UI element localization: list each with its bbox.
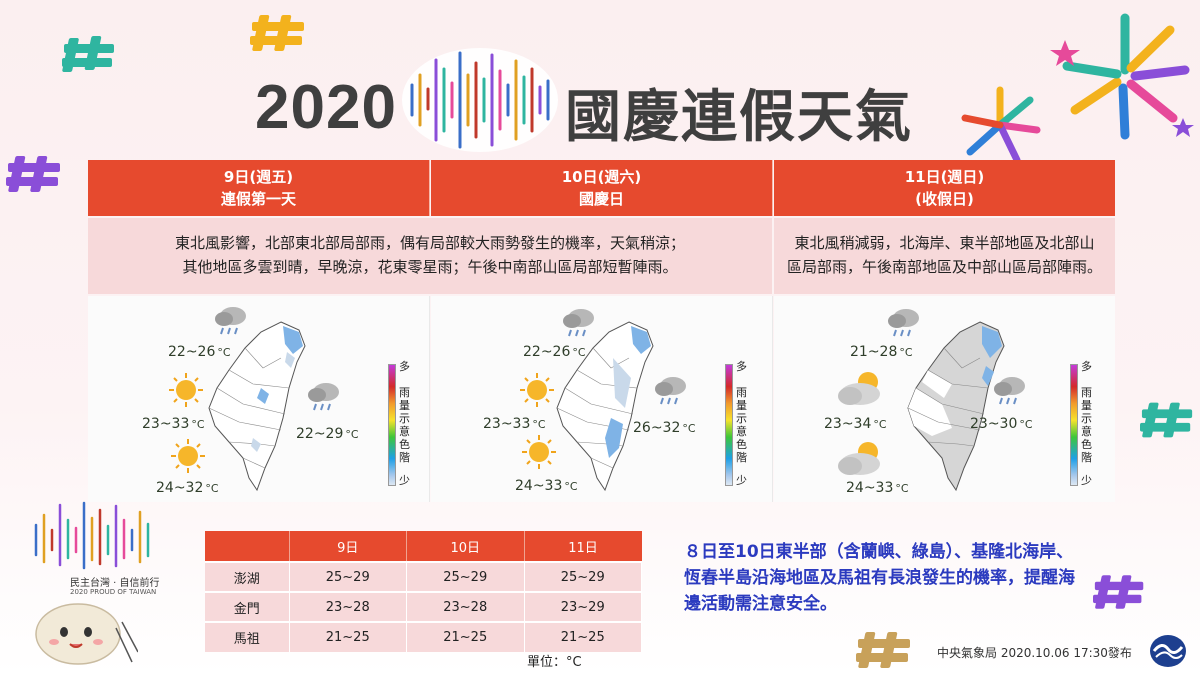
temp-north: 21~28 °C <box>850 344 913 360</box>
temp-cell: 21~25 <box>524 621 642 652</box>
table-header-cell: 11日 <box>524 531 642 562</box>
temp-cell: 23~28 <box>406 591 525 622</box>
temp-cell: 25~29 <box>289 561 407 592</box>
legend-top: 多 <box>1081 360 1092 373</box>
table-header-cell <box>205 531 290 562</box>
legend-bottom: 少 <box>736 474 747 487</box>
description-day1-2: 東北風影響，北部東北部局部雨，偶有局部較大雨勢發生的機率，天氣稍涼； 其他地區多… <box>88 218 772 294</box>
cloud-rain-icon <box>655 377 686 405</box>
firework-icon <box>961 86 1041 164</box>
rain-legend-bar <box>1070 364 1078 486</box>
hash-decoration-icon <box>6 156 60 192</box>
temp-central: 23~33 °C <box>142 416 205 432</box>
day-header-1: 9日(週五) 連假第一天 <box>88 160 430 216</box>
temp-south: 24~32 °C <box>156 480 219 496</box>
cloud-rain-icon <box>563 309 594 337</box>
partly-cloudy-icon <box>838 372 880 405</box>
title-year: 2020 <box>255 73 397 142</box>
taiwan-map-icon <box>556 321 654 492</box>
temp-east: 22~29 °C <box>296 426 359 442</box>
mascot-badge: 民主台灣 · 自信前行 2020 PROUD OF TAIWAN <box>8 500 188 670</box>
hash-decoration-icon <box>250 15 304 51</box>
bars-logo-icon <box>402 48 558 152</box>
temp-east: 26~32 °C <box>633 420 696 436</box>
temp-south: 24~33 °C <box>515 478 578 494</box>
description-line: 區局部雨，午後南部地區及中部山區局部陣雨。 <box>786 258 1102 276</box>
rain-legend-bar <box>725 364 733 486</box>
table-row: 金門 23~28 23~28 23~29 <box>205 591 642 622</box>
rain-legend-bar <box>388 364 396 486</box>
temp-cell: 23~28 <box>289 591 407 622</box>
issuer-footer: 中央氣象局 2020.10.06 17:30發布 <box>937 646 1132 660</box>
day-date: 11日(週日) <box>904 168 985 186</box>
temp-cell: 23~29 <box>524 591 642 622</box>
partly-cloudy-icon <box>838 442 880 475</box>
table-row: 澎湖 25~29 25~29 25~29 <box>205 561 642 592</box>
day-subtitle: 國慶日 <box>578 190 624 208</box>
temp-central: 23~33 °C <box>483 416 546 432</box>
cwb-logo-icon <box>1150 635 1186 667</box>
cloud-rain-icon <box>994 377 1025 405</box>
taiwan-map-icon <box>208 321 306 492</box>
table-header-row: 9日 10日 11日 <box>205 531 642 562</box>
day-date: 10日(週六) <box>561 168 642 186</box>
legend-bottom: 少 <box>399 474 410 487</box>
swell-warning-notice: ８日至10日東半部（含蘭嶼、綠島）、基隆北海岸、恆春半島沿海地區及馬祖有長浪發生… <box>684 542 1075 614</box>
badge-line1: 民主台灣 · 自信前行 <box>70 578 160 589</box>
description-line: 東北風稍減弱，北海岸、東半部地區及北部山 <box>794 234 1095 252</box>
title-text: 國慶連假天氣 <box>565 85 913 150</box>
description-line: 其他地區多雲到晴，早晚涼，花東零星雨；午後中南部山區局部短暫陣雨。 <box>182 258 678 276</box>
forecast-map-day2: 22~26 °C 23~33 °C 26~32 °C 24~33 °C 多 雨量示意色階… <box>431 296 773 502</box>
sun-icon <box>169 373 203 407</box>
temp-cell: 25~29 <box>406 561 525 592</box>
legend-middle: 雨量示意色階 <box>1081 386 1092 464</box>
taiwan-map-icon <box>907 321 1005 492</box>
forecast-map-day3: 21~28 °C 23~34 °C 23~30 °C 24~33 °C 多 雨量示意色階… <box>774 296 1115 502</box>
temp-east: 23~30 °C <box>970 416 1033 432</box>
cloud-rain-icon <box>215 307 246 335</box>
temp-cell: 21~25 <box>289 621 407 652</box>
hash-decoration-icon <box>1140 402 1193 438</box>
temp-central: 23~34 °C <box>824 416 887 432</box>
forecast-panel: 9日(週五) 連假第一天 10日(週六) 國慶日 11日(週日) (收假日) 東… <box>88 160 1115 502</box>
table-row: 馬祖 21~25 21~25 21~25 <box>205 621 642 652</box>
sun-icon <box>171 439 205 473</box>
hash-decoration-icon <box>1093 575 1144 609</box>
legend-middle: 雨量示意色階 <box>399 386 410 464</box>
islands-temperature-table: 9日 10日 11日 澎湖 25~29 25~29 25~29 金門 23~28… <box>205 531 642 652</box>
temp-cell: 21~25 <box>406 621 525 652</box>
table-unit-note: 單位：°C <box>527 655 582 670</box>
location-cell: 金門 <box>205 591 290 622</box>
cloud-rain-icon <box>888 309 919 337</box>
temp-north: 22~26 °C <box>523 344 586 360</box>
sun-icon <box>522 435 556 469</box>
day-date: 9日(週五) <box>223 168 294 186</box>
legend-top: 多 <box>736 360 747 373</box>
legend-top: 多 <box>399 360 410 373</box>
hash-decoration-icon <box>856 632 910 668</box>
day-subtitle: (收假日) <box>915 190 974 208</box>
description-day3: 東北風稍減弱，北海岸、東半部地區及北部山 區局部雨，午後南部地區及中部山區局部陣… <box>774 218 1115 294</box>
legend-middle: 雨量示意色階 <box>736 386 747 464</box>
bars-badge-icon <box>34 501 150 570</box>
day-header-3: 11日(週日) (收假日) <box>774 160 1115 216</box>
legend-bottom: 少 <box>1081 474 1092 487</box>
firework-icon <box>1050 13 1194 140</box>
hash-decoration-icon <box>62 36 114 72</box>
cloud-rain-icon <box>308 383 339 411</box>
badge-line2: 2020 PROUD OF TAIWAN <box>70 588 157 596</box>
day-subtitle: 連假第一天 <box>220 190 296 208</box>
description-line: 東北風影響，北部東北部局部雨，偶有局部較大雨勢發生的機率，天氣稍涼； <box>174 234 685 252</box>
temp-south: 24~33 °C <box>846 480 909 496</box>
day-header-2: 10日(週六) 國慶日 <box>431 160 773 216</box>
temp-cell: 25~29 <box>524 561 642 592</box>
table-header-cell: 10日 <box>406 531 525 562</box>
sun-icon <box>520 373 554 407</box>
location-cell: 馬祖 <box>205 621 290 652</box>
temp-north: 22~26 °C <box>168 344 231 360</box>
table-header-cell: 9日 <box>289 531 407 562</box>
mascot-icon <box>35 603 138 665</box>
location-cell: 澎湖 <box>205 561 290 592</box>
forecast-map-day1: 22~26 °C 23~33 °C 22~29 °C 24~32 °C 多 雨量示意色階… <box>88 296 430 502</box>
